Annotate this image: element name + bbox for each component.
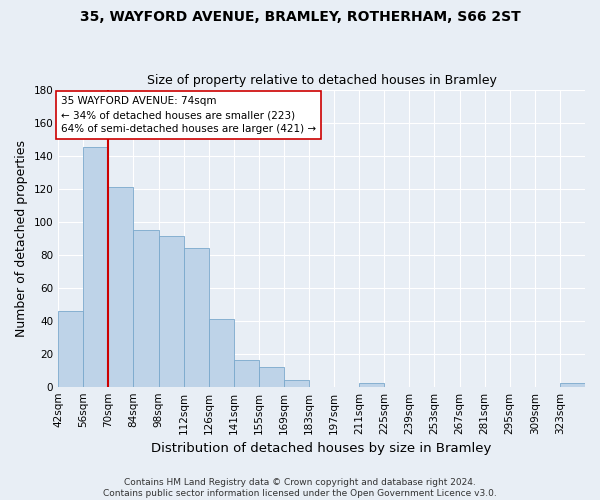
Bar xyxy=(133,230,158,386)
Bar xyxy=(359,384,385,386)
Bar xyxy=(209,319,234,386)
Bar xyxy=(58,310,83,386)
Text: 35, WAYFORD AVENUE, BRAMLEY, ROTHERHAM, S66 2ST: 35, WAYFORD AVENUE, BRAMLEY, ROTHERHAM, … xyxy=(80,10,520,24)
Bar xyxy=(560,384,585,386)
Bar xyxy=(158,236,184,386)
Bar xyxy=(284,380,309,386)
Bar xyxy=(83,148,109,386)
X-axis label: Distribution of detached houses by size in Bramley: Distribution of detached houses by size … xyxy=(151,442,492,455)
Bar xyxy=(184,248,209,386)
Y-axis label: Number of detached properties: Number of detached properties xyxy=(15,140,28,336)
Text: Contains HM Land Registry data © Crown copyright and database right 2024.
Contai: Contains HM Land Registry data © Crown c… xyxy=(103,478,497,498)
Text: 35 WAYFORD AVENUE: 74sqm
← 34% of detached houses are smaller (223)
64% of semi-: 35 WAYFORD AVENUE: 74sqm ← 34% of detach… xyxy=(61,96,316,134)
Bar xyxy=(109,187,133,386)
Title: Size of property relative to detached houses in Bramley: Size of property relative to detached ho… xyxy=(146,74,497,87)
Bar xyxy=(259,367,284,386)
Bar xyxy=(234,360,259,386)
